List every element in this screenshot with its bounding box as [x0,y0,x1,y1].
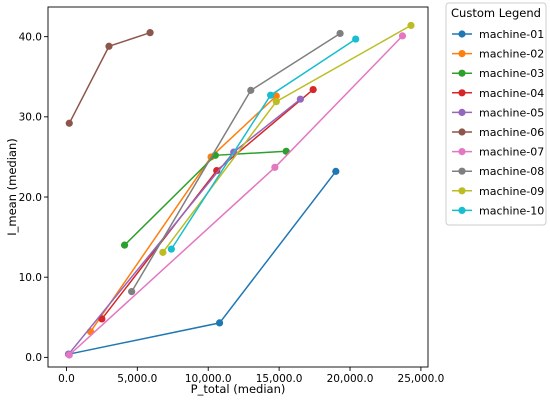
x-tick-label: 0.0 [58,373,75,385]
data-point-machine-05-3 [296,95,304,103]
x-tick-label: 10,000.0 [185,373,232,385]
data-point-machine-06-3 [146,29,154,37]
x-axis-label: P_total (median) [191,382,286,396]
y-tick-label: 0.0 [25,352,42,364]
legend-label-machine-03: machine-03 [479,67,544,80]
legend-marker-machine-09 [458,187,466,195]
data-point-machine-08-1 [128,288,136,296]
x-tick-label: 20,000.0 [327,373,374,385]
data-point-machine-09-3 [407,21,415,30]
legend-label-machine-02: machine-02 [479,48,544,61]
data-point-machine-09-1 [159,248,167,256]
series-line-machine-07 [68,35,404,356]
data-point-machine-04-2 [213,166,221,175]
legend-marker-machine-05 [458,108,466,116]
x-tick-label: 15,000.0 [256,373,303,385]
data-point-machine-06-2 [105,42,113,50]
legend: Custom Legend machine-01 machine-02 machin… [445,2,547,226]
legend-marker-machine-10 [458,206,466,214]
legend-marker-machine-06 [458,128,466,136]
legend-label-machine-04: machine-04 [479,87,544,100]
data-point-machine-07-3 [398,32,407,40]
legend-marker-machine-01 [458,30,466,38]
data-point-machine-04-1 [98,315,106,323]
legend-title: Custom Legend [451,6,541,20]
data-point-machine-06-1 [65,119,73,127]
data-point-machine-10-3 [352,35,360,43]
data-point-machine-10-1 [167,245,175,253]
y-tick-label: 30.0 [19,112,42,124]
data-point-machine-01-2 [215,319,224,327]
y-tick-label: 10.0 [19,272,42,284]
x-tick-label: 25,000.0 [398,373,445,385]
series-line-machine-01 [68,170,337,355]
legend-label-machine-09: machine-09 [479,185,544,198]
y-axis-label: I_mean (median) [5,138,19,236]
data-point-machine-10-2 [267,91,275,99]
plot-frame [47,6,429,368]
series-line-machine-09 [162,24,412,253]
data-point-machine-02-3 [272,92,280,100]
legend-label-machine-07: machine-07 [479,146,544,159]
legend-marker-machine-04 [458,89,466,97]
axes-layer: 0.0 5,000.0 10,000.0 15,000.0 20,000.0 25,000… [19,6,445,385]
data-point-machine-09-2 [272,98,280,106]
legend-label-machine-01: machine-01 [479,28,544,41]
x-tick-label: 5,000.0 [117,373,157,385]
data-point-machine-03-1 [120,241,129,249]
data-point-machine-08-2 [247,86,255,94]
series-layer [64,21,415,359]
legend-label-machine-08: machine-08 [479,165,544,178]
data-point-machine-07-1 [65,351,73,359]
legend-box [445,2,547,226]
y-tick-label: 20.0 [19,192,42,204]
data-point-machine-01-3 [332,167,340,175]
data-point-machine-04-3 [309,85,317,94]
legend-label-machine-06: machine-06 [479,126,544,139]
data-point-machine-08-3 [336,29,344,38]
legend-marker-machine-08 [458,167,466,175]
series-line-machine-10 [170,38,357,250]
legend-label-machine-10: machine-10 [479,204,544,217]
legend-label-machine-05: machine-05 [479,106,544,119]
legend-marker-machine-02 [458,50,466,58]
data-point-machine-07-2 [271,163,279,171]
series-line-machine-04 [101,89,314,320]
y-tick-label: 40.0 [19,31,42,43]
legend-marker-machine-07 [458,148,466,156]
legend-marker-machine-03 [458,69,466,77]
